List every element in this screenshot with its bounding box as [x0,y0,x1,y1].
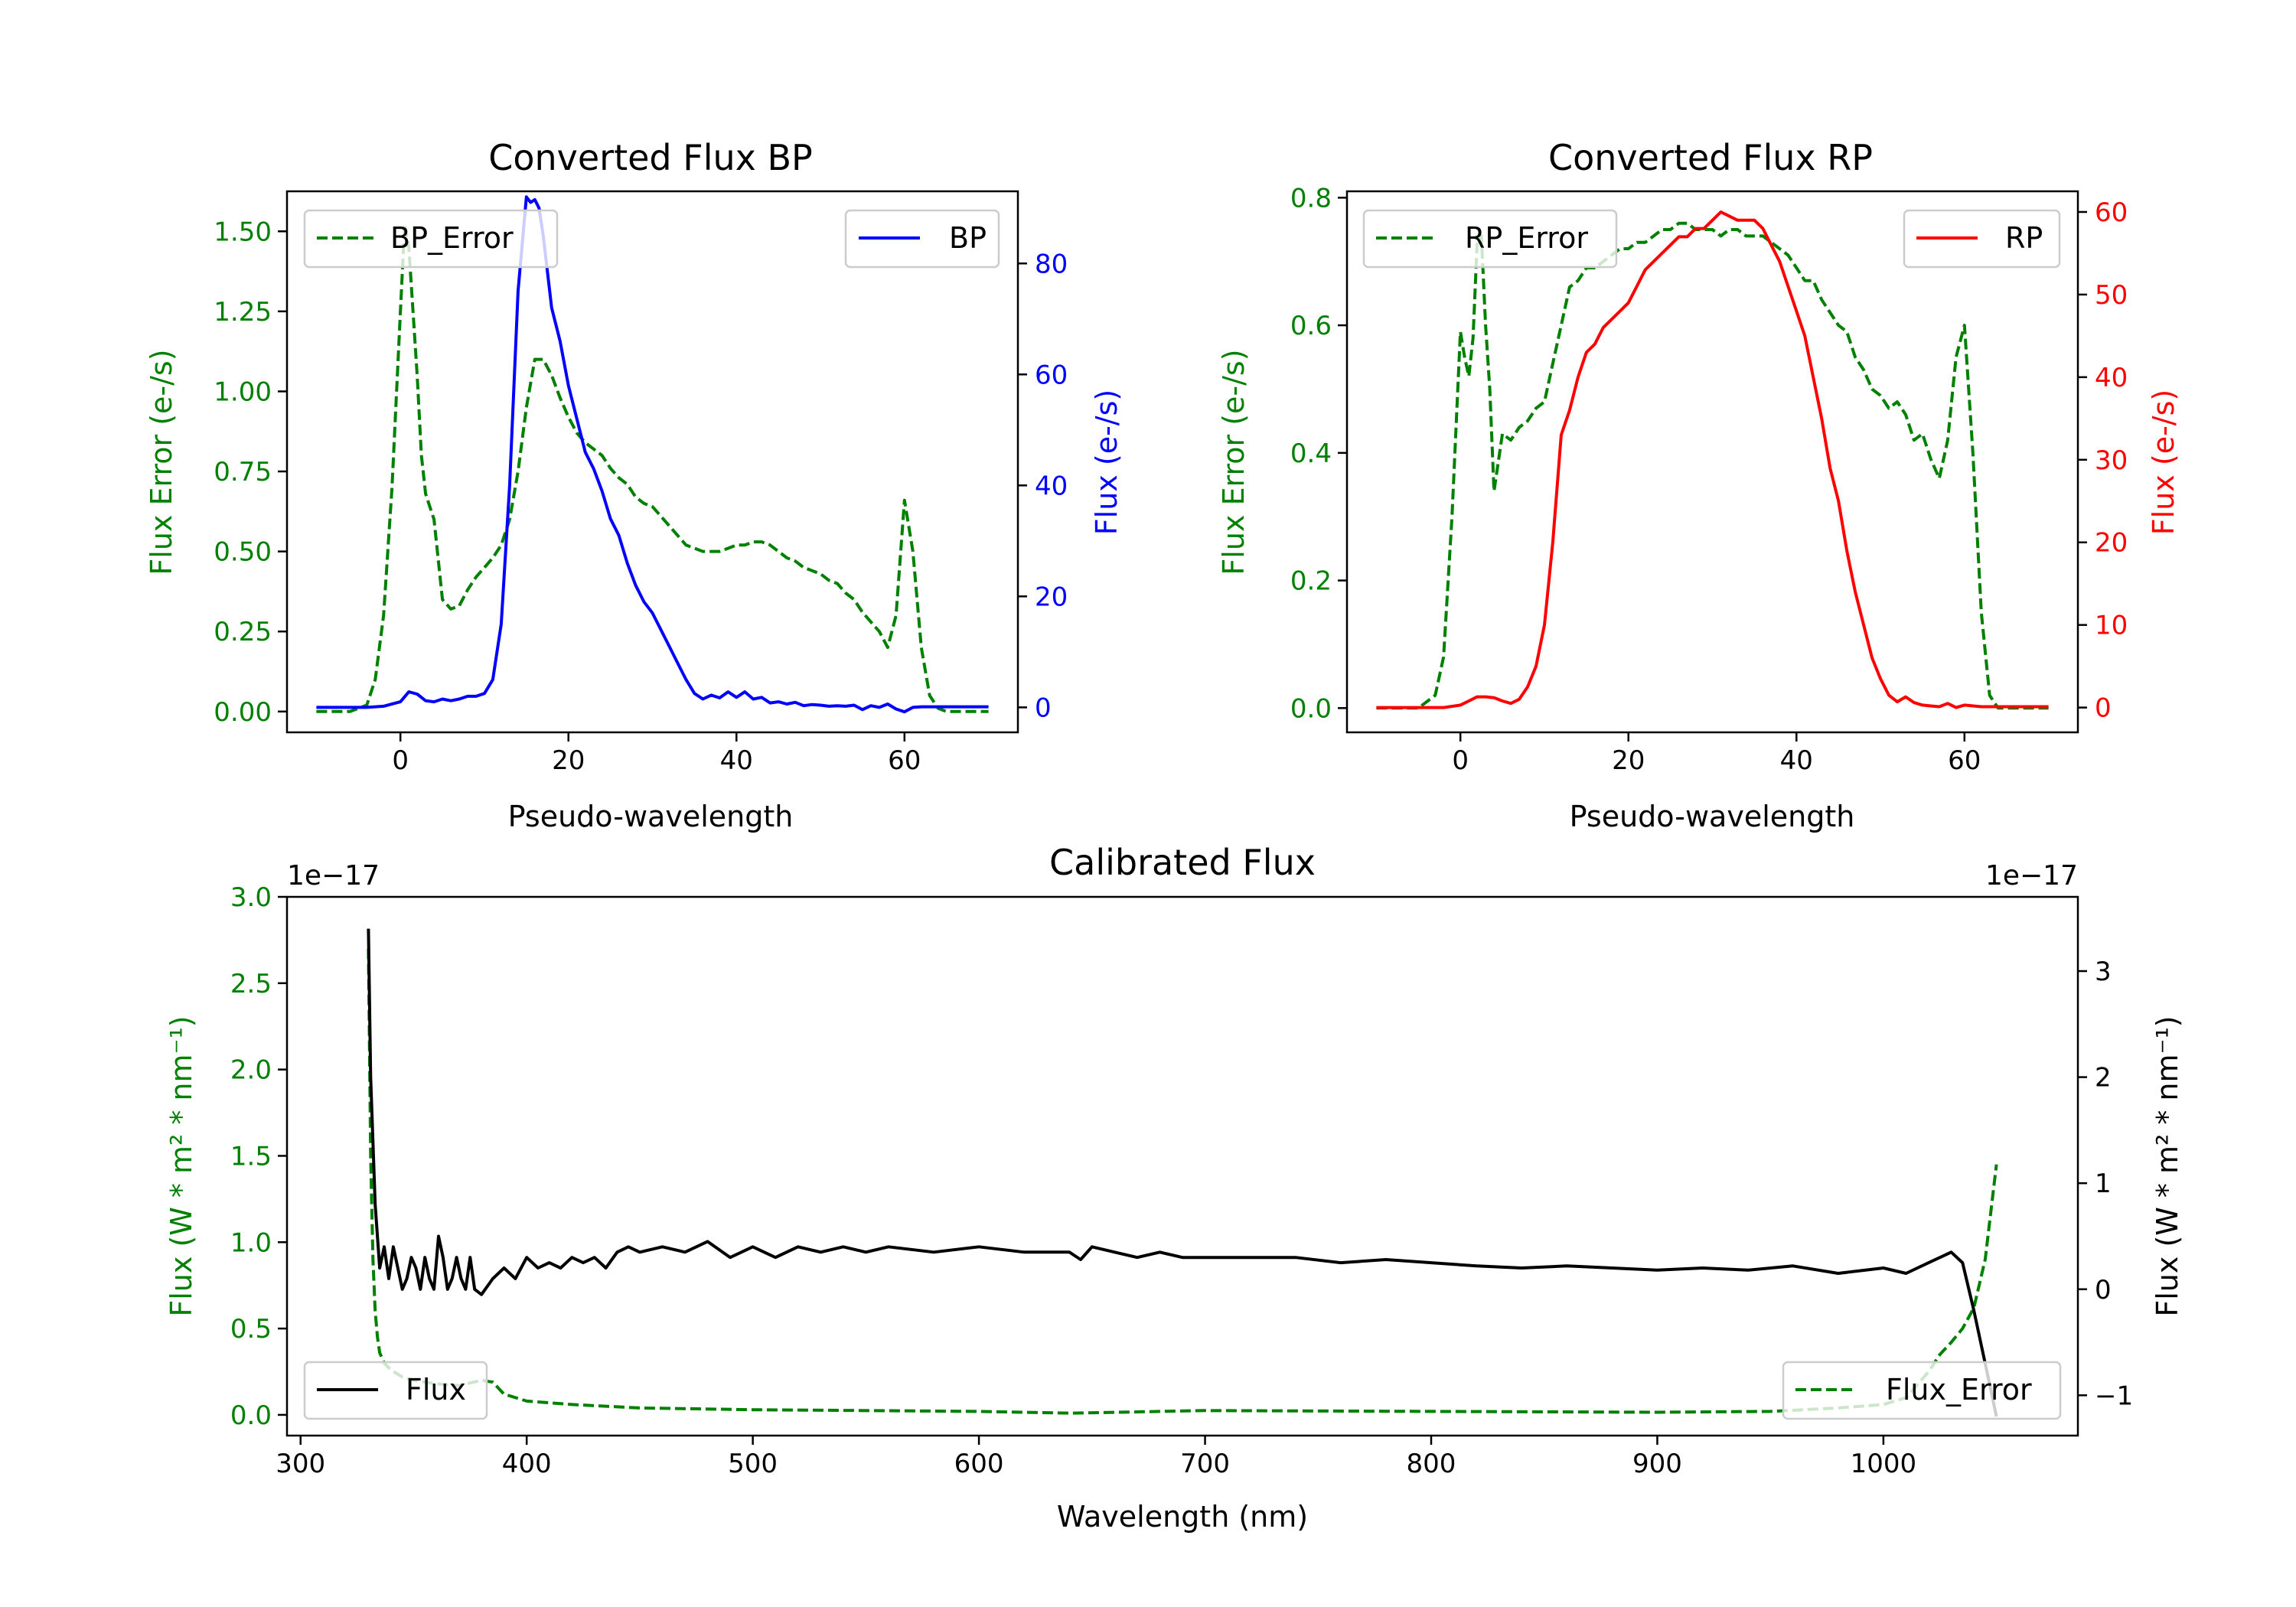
bp-ytick-left-label: 0.75 [214,457,272,487]
bp-ytick-right-label: 80 [1035,249,1068,279]
bp-ytick-left-label: 0.00 [214,697,272,728]
bp-legend-flux-frame [844,209,1000,269]
bp-ytick-left-label: 0.25 [214,617,272,647]
cal-ytick-left-label: 1.5 [230,1141,272,1172]
rp-legend-error-frame [1362,209,1618,269]
cal-ytick-left-label: 1.0 [230,1227,272,1258]
bp-ytick-left-label: 1.50 [214,217,272,247]
cal-ytick-left-label: 3.0 [230,882,272,913]
rp-ytick-left-label: 0.4 [1290,438,1332,469]
bp-xtick-label: 40 [720,745,753,776]
rp-title: Converted Flux RP [1548,137,1873,178]
cal-legend-flux-frame [303,1361,488,1420]
cal-left-ylabel: Flux (W * m² * nm⁻¹) [165,1015,198,1316]
bp-xtick-label: 0 [392,745,409,776]
bp-xlabel: Pseudo-wavelength [508,800,794,833]
bp-title: Converted Flux BP [488,137,813,178]
rp-ytick-right-label: 40 [2095,363,2128,393]
rp-series-rp [1376,210,2049,709]
rp-ytick-right-label: 60 [2095,197,2128,228]
bp-ytick-left-label: 1.25 [214,297,272,328]
cal-left-offset: 1e−17 [287,860,380,892]
cal-right-ylabel: Flux (W * m² * nm⁻¹) [2151,1015,2184,1316]
cal-xtick-label: 900 [1632,1449,1682,1479]
bp-legend-flux: BP [844,209,1000,269]
cal-legend-error-frame [1782,1361,2062,1420]
rp-ytick-left-label: 0.6 [1290,311,1332,341]
bp-series-bp-error [316,223,989,713]
cal-ytick-right-label: 0 [2095,1275,2112,1305]
cal-ytick-left-label: 2.0 [230,1055,272,1086]
rp-legend-error-label: RP_Error [1465,221,1588,255]
cal-legend-flux: Flux [303,1361,488,1420]
rp-ytick-right-label: 10 [2095,611,2128,641]
cal-ytick-left-label: 2.5 [230,969,272,999]
cal-axes-frame [285,895,2079,1437]
bp-legend-flux-label: BP [949,221,987,255]
cal-right-offset: 1e−17 [1985,860,2078,892]
cal-xtick-label: 400 [502,1449,552,1479]
rp-left-ylabel: Flux Error (e-/s) [1217,349,1251,575]
bp-legend-error-label: BP_Error [390,221,514,255]
rp-xlabel: Pseudo-wavelength [1570,800,1855,833]
cal-xlabel: Wavelength (nm) [1057,1500,1308,1534]
cal-legend-flux-label: Flux [406,1373,466,1407]
rp-ytick-right-label: 50 [2095,280,2128,311]
bp-ytick-left-label: 1.00 [214,376,272,407]
cal-xtick-label: 1000 [1851,1449,1917,1479]
bp-ytick-right-label: 40 [1035,471,1068,501]
cal-title: Calibrated Flux [1049,842,1316,883]
bp-legend-error-frame [303,209,559,269]
cal-xtick-label: 600 [954,1449,1004,1479]
panel-bp: Converted Flux BP 0 20 40 60 0.00 0.25 0.50 0.… [145,137,1124,833]
bp-right-ylabel: Flux (e-/s) [1090,390,1124,535]
rp-legend-flux: RP [1903,209,2061,269]
cal-ytick-right-label: 1 [2095,1169,2112,1199]
rp-legend-flux-label: RP [2005,221,2043,255]
rp-ytick-left-label: 0.2 [1290,566,1332,597]
cal-ytick-right-label: −1 [2095,1380,2133,1411]
cal-xtick-label: 800 [1407,1449,1456,1479]
rp-ytick-right-label: 20 [2095,528,2128,559]
rp-ytick-right-label: 0 [2095,693,2112,724]
cal-ytick-left-label: 0.5 [230,1314,272,1345]
rp-ytick-left-label: 0.8 [1290,183,1332,214]
panel-cal: Calibrated Flux 1e−17 1e−17 300 400 500 600… [165,842,2184,1534]
rp-ytick-left-label: 0.0 [1290,693,1332,724]
bp-ytick-right-label: 20 [1035,582,1068,612]
panel-rp: Converted Flux RP 0 20 40 60 0.0 0.2 0.4 0.6 0.… [1217,137,2180,833]
rp-xtick-label: 0 [1452,745,1469,776]
rp-legend-flux-frame [1903,209,2061,269]
bp-series-bp [316,195,989,714]
cal-xtick-label: 700 [1180,1449,1230,1479]
bp-legend-error: BP_Error [303,209,559,269]
rp-xtick-label: 60 [1948,745,1981,776]
bp-left-ylabel: Flux Error (e-/s) [145,349,178,575]
rp-xtick-label: 40 [1780,745,1813,776]
cal-legend-error: Flux_Error [1782,1361,2062,1420]
rp-xtick-label: 20 [1612,745,1645,776]
cal-series-flux [367,928,1998,1417]
rp-series-rp-error [1376,221,2049,710]
rp-axes-frame [1345,190,2079,734]
bp-ytick-left-label: 0.50 [214,537,272,568]
bp-ytick-right-label: 0 [1035,693,1052,723]
rp-right-ylabel: Flux (e-/s) [2147,390,2180,535]
cal-legend-error-label: Flux_Error [1886,1373,2032,1407]
cal-series-flux-error [367,948,1998,1415]
cal-ytick-right-label: 3 [2095,957,2112,987]
rp-ytick-right-label: 30 [2095,445,2128,476]
cal-xtick-label: 500 [728,1449,778,1479]
bp-ytick-right-label: 60 [1035,360,1068,390]
cal-ytick-right-label: 2 [2095,1063,2112,1094]
cal-xtick-label: 300 [276,1449,325,1479]
rp-legend-error: RP_Error [1362,209,1618,269]
bp-xtick-label: 20 [552,745,585,776]
cal-ytick-left-label: 0.0 [230,1400,272,1431]
bp-xtick-label: 60 [888,745,921,776]
bp-axes-frame [285,190,1019,734]
